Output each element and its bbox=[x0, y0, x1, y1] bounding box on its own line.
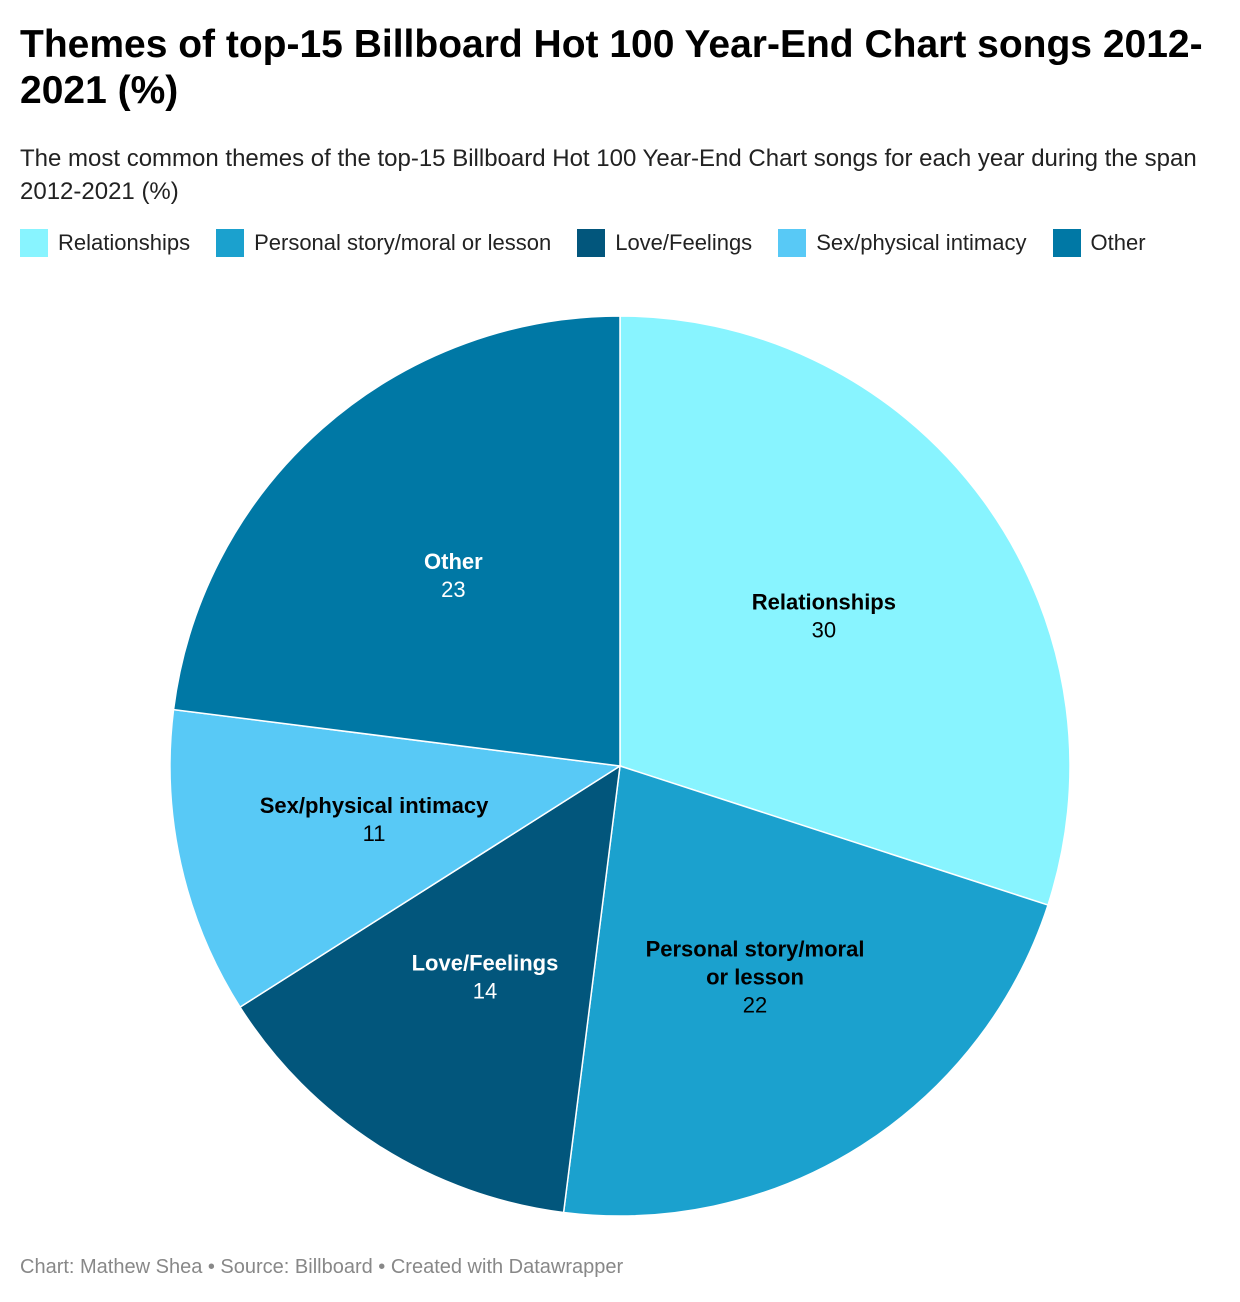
chart-title: Themes of top-15 Billboard Hot 100 Year-… bbox=[20, 23, 1203, 112]
slice-label-name: or lesson bbox=[706, 965, 804, 990]
slice-label-name: Personal story/moral bbox=[646, 937, 865, 962]
legend-item-relationships: Relationships bbox=[20, 229, 190, 257]
pie-slice-other bbox=[172, 315, 621, 767]
legend-swatch bbox=[1052, 229, 1081, 257]
chart-subtitle: The most common themes of the top-15 Bil… bbox=[20, 145, 1197, 205]
legend-label: Other bbox=[1090, 230, 1146, 255]
slice-label-value: 30 bbox=[812, 618, 836, 643]
pie-slice-personal-story-moral-or-lesson bbox=[562, 765, 1049, 1217]
slice-label-value: 14 bbox=[473, 979, 497, 1004]
legend-item-love-feelings: Love/Feelings bbox=[577, 229, 752, 257]
slice-label-name: Love/Feelings bbox=[412, 951, 559, 976]
slice-label-name: Relationships bbox=[752, 590, 896, 615]
slice-label-love-feelings: Love/Feelings 14 bbox=[412, 951, 559, 1004]
pie-slice-relationships bbox=[619, 315, 1071, 907]
legend-swatch bbox=[577, 229, 606, 257]
slice-label-other: Other 23 bbox=[424, 549, 483, 602]
pie-slice-sex-physical-intimacy bbox=[169, 708, 623, 1009]
slice-label-value: 23 bbox=[441, 577, 465, 602]
legend-item-sex-physical-intimacy: Sex/physical intimacy bbox=[778, 229, 1027, 257]
chart-legend: Relationships Personal story/moral or les… bbox=[20, 228, 1230, 258]
slice-label-relationships: Relationships 30 bbox=[752, 590, 896, 643]
legend-label: Sex/physical intimacy bbox=[816, 230, 1027, 255]
slice-label-name: Other bbox=[424, 549, 483, 574]
chart-footer: Chart: Mathew Shea • Source: Billboard •… bbox=[20, 1256, 624, 1278]
legend-swatch bbox=[216, 229, 245, 257]
legend-item-other: Other bbox=[1052, 229, 1146, 257]
slice-label-sex-physical-intimacy: Sex/physical intimacy 11 bbox=[260, 793, 489, 846]
legend-swatch bbox=[20, 229, 48, 257]
pie-slice-love-feelings bbox=[239, 764, 621, 1214]
legend-label: Relationships bbox=[58, 230, 191, 255]
slice-label-personal-story-moral-or-lesson: Personal story/moral or lesson 22 bbox=[646, 937, 865, 1018]
pie-chart: Relationships 30 Personal story/moral or le… bbox=[169, 315, 1071, 1217]
legend-item-personal-story-moral-or-lesson: Personal story/moral or lesson bbox=[216, 229, 551, 257]
slice-label-value: 22 bbox=[743, 993, 767, 1018]
legend-label: Personal story/moral or lesson bbox=[254, 230, 552, 255]
legend-swatch bbox=[778, 229, 807, 257]
slice-label-value: 11 bbox=[363, 821, 386, 846]
slice-label-name: Sex/physical intimacy bbox=[260, 793, 489, 818]
legend-label: Love/Feelings bbox=[615, 230, 753, 255]
